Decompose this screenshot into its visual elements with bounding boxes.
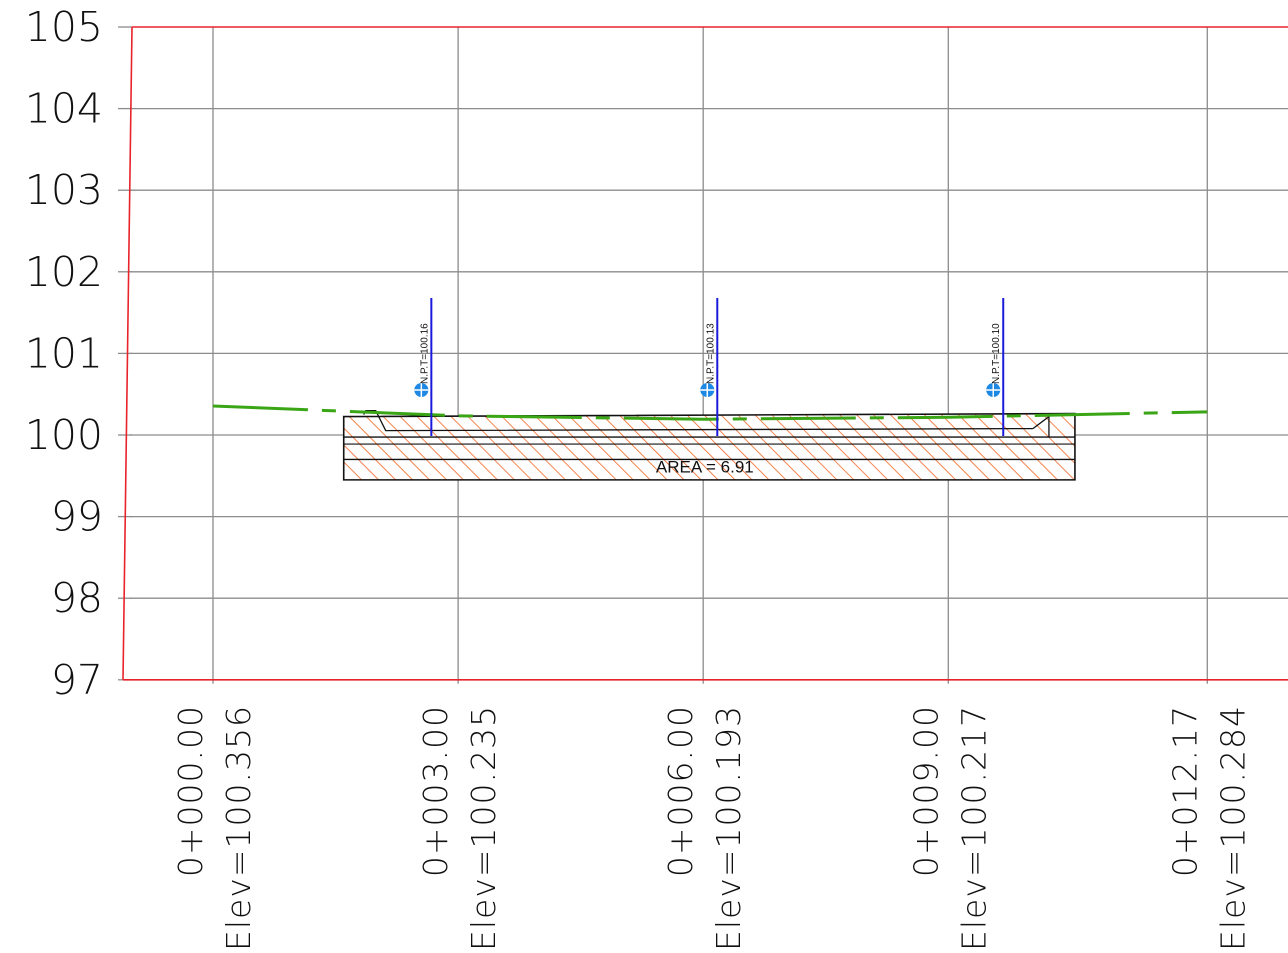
y-tick-label: 105 [25,3,103,51]
station-label: 0+000.00 [171,705,210,877]
station-label: 0+006.00 [661,705,700,877]
area-label: AREA = 6.91 [656,457,754,476]
y-tick-label: 103 [25,166,103,214]
y-tick-label: 97 [51,656,103,704]
elev-label: Elev=100.284 [1213,705,1252,951]
y-tick-label: 101 [25,329,103,377]
frame-left [122,26,133,680]
y-tick-label: 99 [51,493,103,541]
station-label: 0+003.00 [416,705,455,877]
grid [118,26,1288,684]
y-tick-label: 102 [25,248,103,296]
frame [122,26,1288,681]
elev-label: Elev=100.217 [954,705,993,951]
pavement-section: AREA = 6.91 [342,409,1076,481]
y-tick-label: 100 [25,411,103,459]
station-labels: 0+000.00 Elev=100.356 0+003.00 Elev=100.235… [171,705,1252,951]
ground-line-path [212,404,1208,421]
npt-markers: N.P.T=100.16 N.P.T=100.13 N.P.T=100.10 [414,298,1005,436]
elev-label: Elev=100.235 [464,705,503,951]
elev-label: Elev=100.193 [709,705,748,951]
npt-label: N.P.T=100.16 [419,323,430,384]
y-tick-label: 104 [25,85,103,133]
ground-line [212,404,1208,421]
station-label: 0+012.17 [1165,705,1204,877]
elev-label: Elev=100.356 [219,705,258,951]
y-axis-labels: 105 104 103 102 101 100 99 98 97 [25,3,103,704]
y-tick-label: 98 [51,574,103,622]
npt-label: N.P.T=100.10 [991,323,1002,384]
station-label: 0+009.00 [906,705,945,877]
npt-label: N.P.T=100.13 [705,323,716,384]
